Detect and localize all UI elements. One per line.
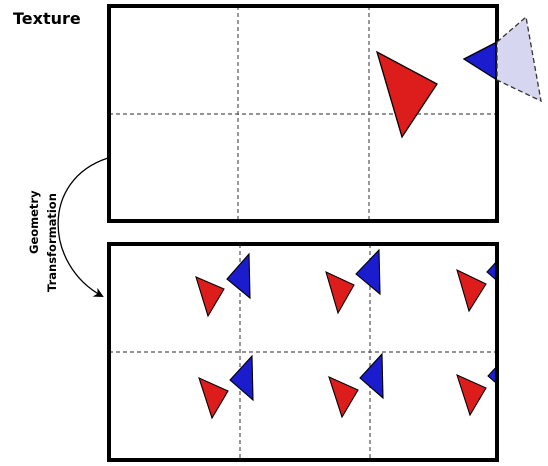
texture-frame xyxy=(107,4,499,223)
tile-r1-c1 xyxy=(195,252,251,318)
tile-blue-triangle xyxy=(226,252,251,300)
ghost-triangle xyxy=(496,15,542,103)
texture-grid xyxy=(109,6,497,221)
transform-label-line1: Geometry xyxy=(27,190,41,254)
texture-blue-triangle xyxy=(462,40,498,82)
result-tiles xyxy=(195,248,497,420)
result-grid xyxy=(109,244,497,460)
tile-blue-triangle xyxy=(486,260,497,282)
tile-red-triangle xyxy=(328,375,359,419)
texture-panel xyxy=(107,4,499,223)
tile-r2-c3 xyxy=(456,365,497,417)
tile-blue-triangle xyxy=(355,248,381,296)
tile-blue-triangle xyxy=(487,365,497,385)
transform-arrow xyxy=(57,157,109,297)
tile-red-triangle xyxy=(195,276,225,318)
tile-red-triangle xyxy=(325,270,355,315)
transform-label-line2: Transformation xyxy=(45,193,59,292)
tile-r2-c2 xyxy=(328,352,384,419)
texture-red-triangle xyxy=(375,50,438,139)
tile-red-triangle xyxy=(198,376,229,420)
result-panel xyxy=(107,242,499,462)
tile-blue-triangle xyxy=(359,352,384,400)
texture-label: Texture xyxy=(13,9,81,28)
tile-red-triangle xyxy=(456,268,487,313)
tile-red-triangle xyxy=(456,373,487,417)
tile-blue-triangle xyxy=(229,354,254,402)
tile-r1-c3 xyxy=(456,260,497,313)
tile-r2-c1 xyxy=(198,354,254,420)
tile-r1-c2 xyxy=(325,248,381,315)
result-frame xyxy=(107,242,499,462)
